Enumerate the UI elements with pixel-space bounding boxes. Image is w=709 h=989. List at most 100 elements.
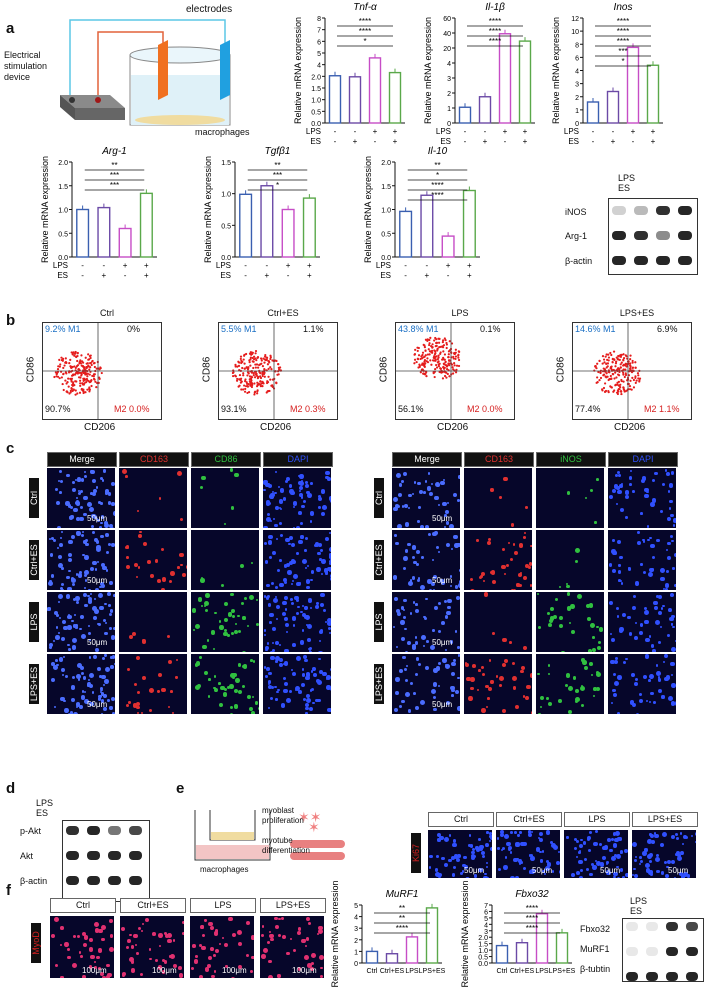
cell-dot	[327, 621, 331, 626]
flow-point	[455, 355, 457, 357]
chart-bottom-2-es-sign: -	[404, 271, 407, 280]
blot-a-band	[678, 206, 692, 215]
flow-point	[442, 366, 444, 368]
cell-dot	[267, 941, 270, 944]
chart-top-2-ytick-label: 12	[571, 16, 579, 23]
flow-point	[242, 372, 244, 374]
cell-dot	[408, 581, 413, 586]
cell-dot	[207, 639, 209, 641]
cell-dot	[230, 468, 233, 471]
cell-dot	[309, 707, 313, 711]
flow-point	[445, 361, 447, 363]
cell-dot	[593, 687, 597, 691]
cell-dot	[126, 556, 129, 559]
cell-dot	[168, 660, 172, 664]
flow-point	[263, 368, 265, 370]
cell-dot	[416, 657, 419, 660]
cell-dot	[235, 623, 237, 625]
flow-point	[80, 354, 82, 356]
cell-dot	[276, 691, 279, 694]
cell-dot	[292, 643, 296, 647]
cell-dot	[656, 664, 659, 667]
cell-dot	[251, 936, 254, 940]
c-left-scale-2: 50μm	[87, 638, 107, 647]
cell-dot	[416, 563, 419, 566]
cell-dot	[204, 671, 208, 675]
cell-dot	[182, 932, 184, 935]
cell-dot	[291, 602, 294, 605]
cell-dot	[486, 862, 488, 864]
cell-dot	[415, 609, 419, 613]
flow-point	[426, 360, 428, 362]
chart-top-2-sig-stars: ****	[617, 27, 629, 36]
c-left-image	[191, 468, 259, 528]
cell-dot	[98, 948, 102, 952]
flow-point	[444, 375, 446, 377]
cell-dot	[238, 663, 241, 666]
cell-dot	[316, 567, 321, 572]
cell-dot	[58, 632, 60, 634]
cell-dot	[447, 599, 452, 604]
flow-point	[238, 378, 240, 380]
c-right-header-0: Merge	[392, 452, 462, 467]
cell-dot	[482, 855, 485, 858]
flow-point	[637, 377, 639, 379]
cell-dot	[274, 917, 277, 920]
chart-f-1-ytick-label: 6	[484, 909, 488, 916]
flow-point	[625, 374, 627, 376]
cell-dot	[632, 606, 636, 610]
cell-dot	[302, 559, 307, 564]
cell-dot	[412, 576, 415, 579]
cell-dot	[61, 531, 63, 533]
cell-dot	[602, 856, 606, 860]
cell-dot	[310, 520, 313, 523]
flow-point	[432, 359, 434, 361]
cell-dot	[453, 493, 457, 497]
cell-dot	[485, 843, 489, 847]
f-scale-2: 100μm	[222, 966, 247, 975]
cell-dot	[237, 615, 239, 617]
cell-dot	[306, 917, 310, 921]
cell-dot	[434, 531, 438, 535]
cell-dot	[561, 651, 565, 652]
cell-dot	[457, 499, 460, 502]
flow-point	[70, 387, 72, 389]
chart-bottom-2-sig-stars: ****	[431, 181, 443, 190]
blot-a-row-0: iNOS	[565, 207, 587, 217]
cell-dot	[442, 658, 446, 662]
cell-dot	[311, 953, 316, 958]
cell-dot	[395, 542, 398, 545]
cell-dot	[612, 539, 615, 542]
chart-f-0-xcat: LPS+ES	[419, 968, 446, 975]
flow-point	[73, 355, 75, 357]
cell-dot	[94, 961, 96, 963]
cell-dot	[88, 599, 92, 603]
flow-point	[259, 380, 261, 382]
blot-f-band	[666, 922, 678, 931]
flow-point	[62, 360, 64, 362]
cell-dot	[320, 967, 322, 969]
flow-point	[244, 378, 246, 380]
cell-dot	[279, 644, 281, 646]
cell-dot	[50, 553, 54, 557]
cell-dot	[195, 955, 198, 958]
blot-d-band	[129, 851, 142, 860]
chart-top-0-es-sign: +	[353, 137, 358, 146]
cell-dot	[635, 622, 637, 624]
cell-dot	[100, 687, 103, 690]
cell-dot	[660, 843, 664, 847]
flow-point	[266, 391, 268, 393]
cell-dot	[609, 601, 613, 605]
cell-dot	[305, 484, 309, 488]
flow-point	[71, 375, 73, 377]
cell-dot	[323, 609, 326, 612]
chart-top-1-lps-sign: +	[523, 127, 528, 136]
cell-dot	[510, 851, 513, 854]
cell-dot	[503, 477, 507, 481]
cell-dot	[81, 534, 84, 537]
chart-top-1-es-sign: +	[523, 137, 528, 146]
flow-point	[429, 350, 431, 352]
f-header-0: Ctrl	[50, 898, 116, 913]
cell-dot	[231, 977, 235, 978]
flow-point	[240, 378, 242, 380]
